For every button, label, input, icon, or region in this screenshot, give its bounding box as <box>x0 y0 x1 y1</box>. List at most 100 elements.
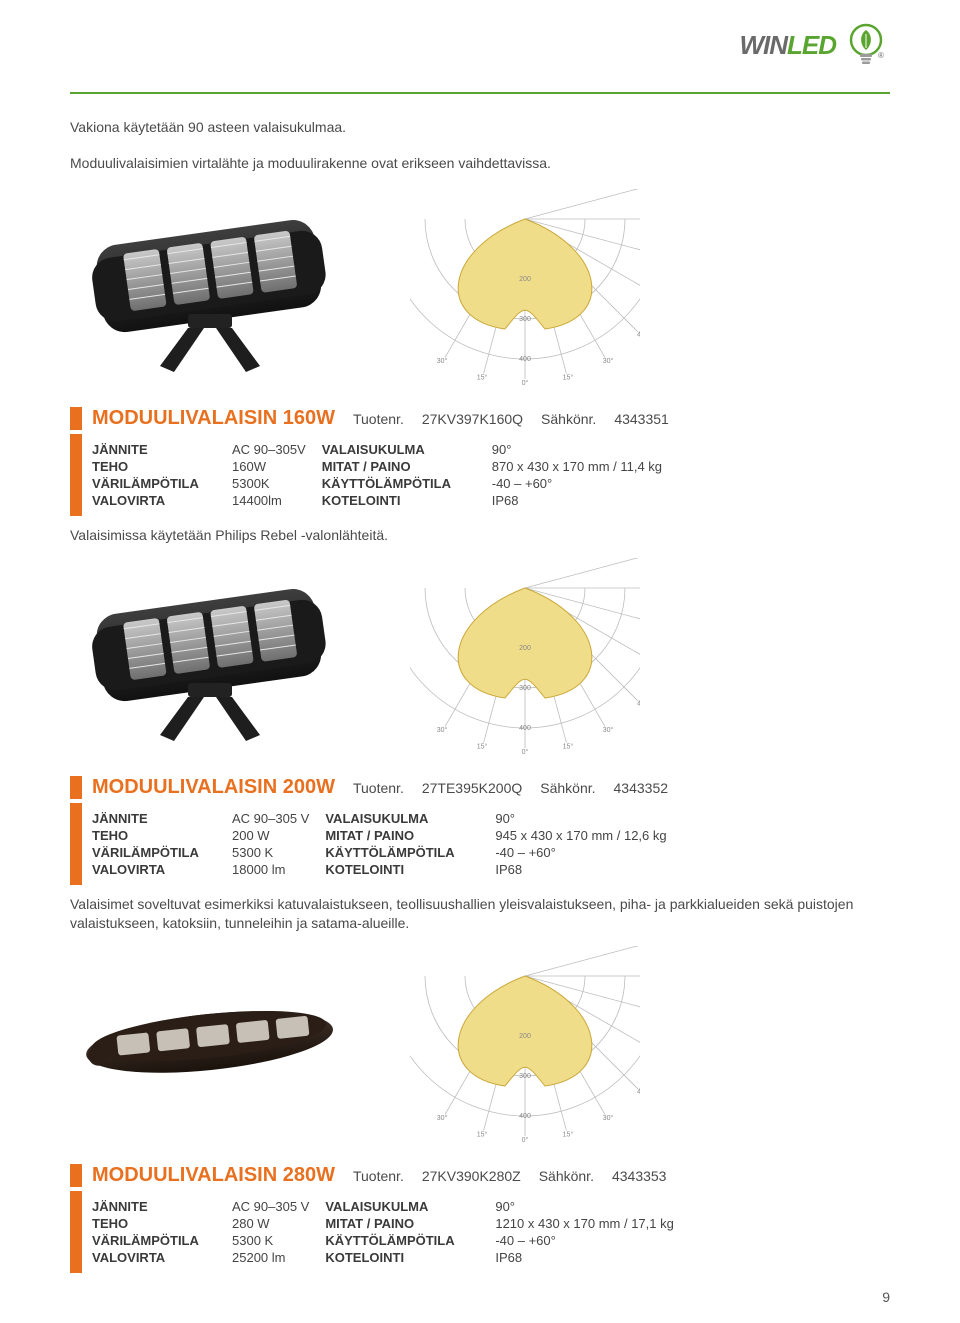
product-title: MODUULIVALAISIN 280W <box>92 1164 335 1187</box>
spec-col-right: VALAISUKULMA90° MITAT / PAINO1210 x 430 … <box>325 1199 674 1265</box>
spec-band: JÄNNITEAC 90–305 V TEHO280 W VÄRILÄMPÖTI… <box>70 1191 890 1273</box>
svg-text:15°: 15° <box>563 1130 574 1138</box>
spec-value: -40 – +60° <box>495 845 666 860</box>
spec-label: KÄYTTÖLÄMPÖTILA <box>325 1233 485 1248</box>
spec-label: KÄYTTÖLÄMPÖTILA <box>322 476 482 491</box>
spec-band: JÄNNITEAC 90–305V TEHO160W VÄRILÄMPÖTILA… <box>70 434 890 516</box>
spec-value: 90° <box>495 811 666 826</box>
spec-value: IP68 <box>492 493 662 508</box>
product-title: MODUULIVALAISIN 160W <box>92 407 335 430</box>
spec-label: VALAISUKULMA <box>325 811 485 826</box>
svg-text:30°: 30° <box>603 726 614 734</box>
svg-text:30°: 30° <box>437 357 448 365</box>
product-image-row: 105°90°75°60°45°30°15°0°15°30° 200300400 <box>70 946 890 1146</box>
spec-value: 870 x 430 x 170 mm / 11,4 kg <box>492 459 662 474</box>
spec-label: TEHO <box>92 1216 222 1231</box>
spec-label: MITAT / PAINO <box>325 1216 485 1231</box>
product-section: 105°90°75°60°45°30°15°0°15°30° 200300400… <box>70 558 890 934</box>
svg-text:30°: 30° <box>603 1114 614 1122</box>
product-title: MODUULIVALAISIN 200W <box>92 776 335 799</box>
spec-label: VÄRILÄMPÖTILA <box>92 845 222 860</box>
svg-text:0°: 0° <box>522 748 529 756</box>
product-section: 105°90°75°60°45°30°15°0°15°30° 200300400… <box>70 189 890 546</box>
spec-value: 90° <box>495 1199 674 1214</box>
spec-label: MITAT / PAINO <box>325 828 485 843</box>
product-image-row: 105°90°75°60°45°30°15°0°15°30° 200300400 <box>70 558 890 758</box>
spec-col-left: JÄNNITEAC 90–305 V TEHO280 W VÄRILÄMPÖTI… <box>92 1199 309 1265</box>
spec-value: 25200 lm <box>232 1250 309 1265</box>
spec-value: 5300K <box>232 476 306 491</box>
intro-line-1: Vakiona käytetään 90 asteen valaisukulma… <box>70 118 890 138</box>
spec-value: 90° <box>492 442 662 457</box>
spec-label: VÄRILÄMPÖTILA <box>92 476 222 491</box>
product-code-label: Tuotenr. <box>353 411 404 427</box>
spec-band: JÄNNITE AC 90–305 V TEHO 200 W VÄRILÄMPÖTI… <box>70 803 890 885</box>
svg-text:45°: 45° <box>637 1087 640 1095</box>
svg-text:400: 400 <box>519 356 531 363</box>
spec-label: TEHO <box>92 828 222 843</box>
svg-text:30°: 30° <box>437 1114 448 1122</box>
spec-value: AC 90–305 V <box>232 1199 309 1214</box>
product-sku-label: Sähkönr. <box>541 411 596 427</box>
polar-diagram: 105°90°75°60°45°30°15°0°15°30° 200300400 <box>410 946 640 1146</box>
spec-label: JÄNNITE <box>92 811 222 826</box>
svg-text:200: 200 <box>519 645 531 652</box>
spec-label: KOTELOINTI <box>325 862 485 877</box>
brand-logo: WINLED ® <box>739 20 890 71</box>
page-number: 9 <box>882 1289 890 1305</box>
leaf-bulb-icon: ® <box>842 20 890 71</box>
product-title-row: MODUULIVALAISIN 200W Tuotenr. 27TE395K20… <box>70 776 890 799</box>
product-code-label: Tuotenr. <box>353 780 404 796</box>
product-sku-label: Sähkönr. <box>540 780 595 796</box>
spec-value: 18000 lm <box>232 862 309 877</box>
spec-value: 14400lm <box>232 493 306 508</box>
svg-text:15°: 15° <box>563 374 574 382</box>
svg-text:45°: 45° <box>637 699 640 707</box>
spec-value: IP68 <box>495 862 666 877</box>
spec-label: VALOVIRTA <box>92 1250 222 1265</box>
spec-value: AC 90–305 V <box>232 811 309 826</box>
product-code-value: 27KV390K280Z <box>422 1168 521 1184</box>
svg-text:30°: 30° <box>437 726 448 734</box>
spec-value: 280 W <box>232 1216 309 1231</box>
polar-diagram: 105°90°75°60°45°30°15°0°15°30° 200300400 <box>410 189 640 389</box>
brand-led: LED <box>787 30 836 60</box>
polar-diagram: 105°90°75°60°45°30°15°0°15°30° 200300400 <box>410 558 640 758</box>
product-section: 105°90°75°60°45°30°15°0°15°30° 200300400… <box>70 946 890 1273</box>
spec-label: KÄYTTÖLÄMPÖTILA <box>325 845 485 860</box>
spec-value: IP68 <box>495 1250 674 1265</box>
product-image <box>70 573 350 743</box>
spec-value: AC 90–305V <box>232 442 306 457</box>
product-title-row: MODUULIVALAISIN 160W Tuotenr. 27KV397K16… <box>70 407 890 430</box>
intro-line-2: Moduulivalaisimien virtalähte ja moduuli… <box>70 154 890 174</box>
product-title-row: MODUULIVALAISIN 280W Tuotenr. 27KV390K28… <box>70 1164 890 1187</box>
spec-label: TEHO <box>92 459 222 474</box>
svg-text:300: 300 <box>519 1073 531 1080</box>
spec-label: KOTELOINTI <box>322 493 482 508</box>
spec-col-left: JÄNNITEAC 90–305V TEHO160W VÄRILÄMPÖTILA… <box>92 442 306 508</box>
svg-text:15°: 15° <box>477 742 488 750</box>
product-image <box>70 204 350 374</box>
svg-text:15°: 15° <box>563 742 574 750</box>
product-code-label: Tuotenr. <box>353 1168 404 1184</box>
spec-value: -40 – +60° <box>495 1233 674 1248</box>
svg-text:45°: 45° <box>637 331 640 339</box>
spec-label: VÄRILÄMPÖTILA <box>92 1233 222 1248</box>
svg-text:200: 200 <box>519 1033 531 1040</box>
spec-label: MITAT / PAINO <box>322 459 482 474</box>
spec-label: VALAISUKULMA <box>322 442 482 457</box>
svg-text:300: 300 <box>519 685 531 692</box>
spec-value: 200 W <box>232 828 309 843</box>
svg-text:15°: 15° <box>477 1130 488 1138</box>
svg-text:15°: 15° <box>477 374 488 382</box>
spec-value: 1210 x 430 x 170 mm / 17,1 kg <box>495 1216 674 1231</box>
spec-label: KOTELOINTI <box>325 1250 485 1265</box>
svg-text:0°: 0° <box>522 379 529 387</box>
product-sku-value: 4343352 <box>614 780 669 796</box>
product-sku-value: 4343351 <box>614 411 669 427</box>
svg-text:0°: 0° <box>522 1136 529 1144</box>
spec-label: JÄNNITE <box>92 442 222 457</box>
product-image <box>70 986 350 1106</box>
svg-text:30°: 30° <box>603 357 614 365</box>
svg-text:400: 400 <box>519 725 531 732</box>
